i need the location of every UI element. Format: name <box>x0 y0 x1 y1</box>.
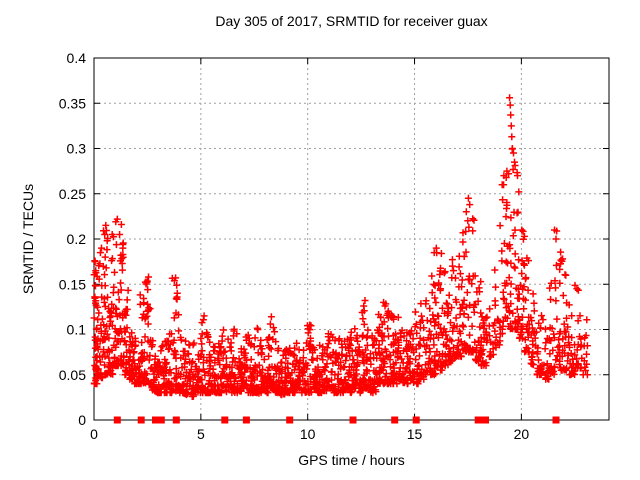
y-tick-label: 0.2 <box>67 231 87 247</box>
zero-flag-marker <box>412 416 420 424</box>
zero-flag-marker <box>152 416 159 424</box>
zero-flag-marker <box>482 416 489 424</box>
y-tick-label: 0.25 <box>59 186 86 202</box>
zero-flag-marker <box>286 416 294 424</box>
zero-flag-marker <box>391 416 399 424</box>
zero-flag-marker <box>478 416 486 424</box>
zero-flag-marker <box>172 416 180 424</box>
x-tick-label: 20 <box>514 426 530 442</box>
y-tick-label: 0.35 <box>59 95 86 111</box>
x-tick-label: 5 <box>197 426 205 442</box>
zero-flag-marker <box>113 416 121 424</box>
y-tick-label: 0.1 <box>67 322 87 338</box>
y-tick-label: 0 <box>78 412 86 428</box>
zero-flag-series <box>113 416 560 424</box>
x-tick-label: 15 <box>407 426 423 442</box>
y-tick-label: 0.05 <box>59 367 86 383</box>
srmtid-scatter-points <box>90 94 591 400</box>
x-tick-label: 0 <box>90 426 98 442</box>
zero-flag-marker <box>242 416 250 424</box>
x-axis-label: GPS time / hours <box>298 452 405 468</box>
y-tick-label: 0.15 <box>59 276 86 292</box>
tick-labels: 0 5 10 15 20 0 0.05 0.1 0.15 0.2 0.25 0.3 0.35 0.4 <box>59 50 530 442</box>
zero-flag-marker <box>552 416 560 424</box>
zero-flag-marker <box>349 416 357 424</box>
y-tick-label: 0.4 <box>67 50 87 66</box>
y-tick-label: 0.3 <box>67 141 87 157</box>
scatter-series <box>90 94 591 424</box>
chart-title: Day 305 of 2017, SRMTID for receiver gua… <box>215 13 488 29</box>
zero-flag-marker <box>157 416 165 424</box>
zero-flag-marker <box>137 416 145 424</box>
zero-flag-marker <box>221 416 229 424</box>
x-tick-label: 10 <box>300 426 316 442</box>
zero-flag-marker <box>474 416 482 424</box>
